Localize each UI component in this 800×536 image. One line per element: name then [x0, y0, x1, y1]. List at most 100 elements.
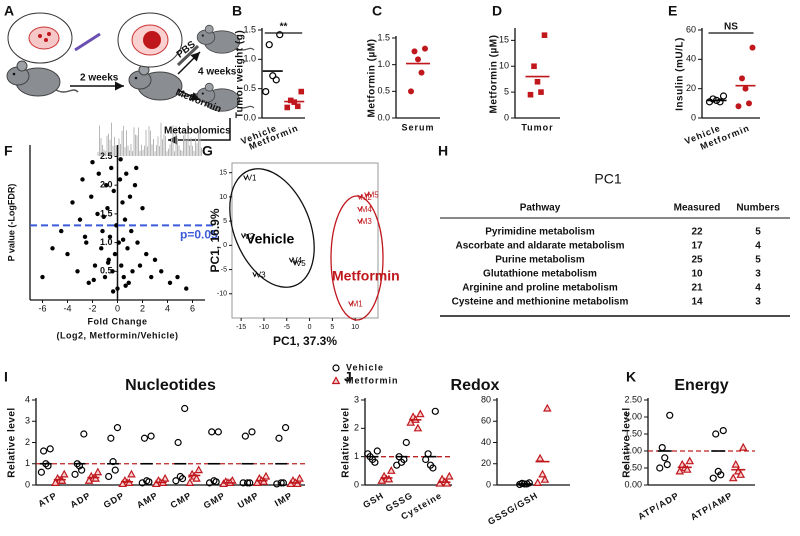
- data-point: [685, 456, 695, 465]
- data-point: [411, 48, 418, 55]
- tumor-dot: [47, 32, 51, 36]
- data-point: [172, 477, 180, 485]
- data-point: [422, 45, 428, 52]
- data-point: [661, 454, 669, 462]
- data-point: [746, 100, 752, 107]
- data-point: [109, 165, 114, 171]
- data-point: [59, 228, 64, 234]
- legend-marker: [331, 376, 341, 385]
- y-axis-label: Tumor weight (g): [235, 30, 246, 118]
- data-point: [127, 194, 133, 199]
- y-tick-label: -10: [217, 291, 227, 298]
- data-point: [429, 464, 437, 472]
- data-point: [118, 479, 127, 488]
- data-point: [86, 280, 91, 285]
- data-point: [109, 458, 117, 466]
- arrow: [168, 118, 231, 145]
- panel-letter: I: [4, 369, 8, 385]
- data-point: [288, 257, 294, 263]
- significance-label: **: [280, 22, 288, 33]
- data-point: [357, 206, 363, 213]
- data-point: [44, 462, 52, 470]
- point-label: V4: [292, 256, 302, 265]
- y-tick-label: 5: [504, 86, 509, 96]
- mouse-eye: [12, 72, 16, 76]
- data-point: [719, 92, 728, 100]
- data-point: [295, 473, 304, 482]
- data-point: [415, 409, 425, 418]
- data-point: [442, 478, 452, 487]
- panel-letter: E: [668, 3, 677, 19]
- tumor-dot: [38, 34, 42, 38]
- y-tick-label: 1.5: [243, 24, 256, 34]
- data-point: [115, 286, 120, 291]
- data-point: [117, 177, 123, 182]
- data-point: [93, 467, 103, 476]
- data-point: [208, 428, 216, 436]
- data-point: [159, 269, 164, 274]
- data-point: [373, 447, 381, 455]
- y-tick-label: 10: [219, 194, 227, 201]
- data-point: [104, 182, 109, 188]
- y-axis-label: Relative level: [7, 407, 18, 477]
- panel-letter: F: [4, 143, 13, 159]
- data-point: [37, 468, 46, 476]
- x-tick-label: AMP: [135, 490, 160, 510]
- point-label: V2: [244, 232, 254, 241]
- data-point: [110, 269, 115, 274]
- x-tick-label: -15: [236, 324, 246, 331]
- table-title: PC1: [594, 171, 621, 187]
- data-point: [75, 269, 80, 274]
- data-point: [240, 233, 246, 239]
- panel-letter: H: [438, 143, 448, 159]
- data-point: [147, 432, 155, 440]
- point-label: M3: [361, 217, 373, 226]
- data-point: [110, 289, 116, 294]
- y-tick-label: 3: [25, 416, 30, 426]
- table-header: Numbers: [736, 203, 780, 214]
- data-point: [149, 274, 154, 280]
- data-point: [192, 473, 201, 482]
- data-point: [666, 411, 674, 419]
- table-header: Pathway: [520, 203, 561, 214]
- data-point: [145, 478, 153, 486]
- data-point: [534, 78, 541, 85]
- data-point: [151, 479, 161, 488]
- data-point: [78, 466, 86, 474]
- y-tick-label: 0.0: [377, 112, 390, 122]
- data-point: [71, 470, 79, 478]
- y-tick-label: 2.00: [624, 411, 642, 421]
- table-cell: 14: [691, 297, 703, 308]
- x-tick-label: 6: [190, 303, 195, 313]
- y-tick-label: 2: [354, 423, 359, 433]
- panel-letter: K: [626, 369, 636, 385]
- y-tick-label: 0.5: [243, 83, 256, 93]
- chart-title: Energy: [674, 377, 728, 394]
- y-tick-label: 0: [354, 479, 359, 489]
- data-point: [287, 97, 294, 104]
- data-point: [731, 459, 741, 468]
- data-point: [364, 192, 370, 198]
- mouse-icon: [196, 82, 255, 112]
- y-tick-label: 1.5: [100, 208, 113, 218]
- y-tick-label: 1: [25, 458, 30, 468]
- mouse-ear: [204, 82, 214, 92]
- x-axis-label: (Log2, Metformin/Vehicle): [56, 330, 178, 340]
- table-cell: Pyrimidine metabolism: [485, 227, 595, 238]
- y-tick-label: 1: [354, 451, 359, 461]
- data-point: [444, 471, 454, 480]
- diagram-label: Metabolomics: [164, 126, 231, 137]
- table-cell: Ascorbate and aldarate metabolism: [456, 241, 625, 252]
- x-tick-label: IMP: [273, 490, 294, 508]
- y-tick-label: 40: [686, 54, 696, 64]
- y-tick-label: 1.50: [624, 428, 642, 438]
- y-tick-label: 20: [686, 83, 696, 93]
- x-tick-label: Serum: [401, 122, 434, 132]
- data-point: [658, 444, 666, 452]
- panel-letter: D: [492, 3, 502, 19]
- table-cell: 10: [691, 269, 703, 280]
- diagram-label: 4 weeks: [198, 67, 237, 78]
- mouse-eye: [201, 34, 204, 37]
- y-tick-label: 0: [504, 112, 509, 122]
- data-point: [138, 479, 146, 487]
